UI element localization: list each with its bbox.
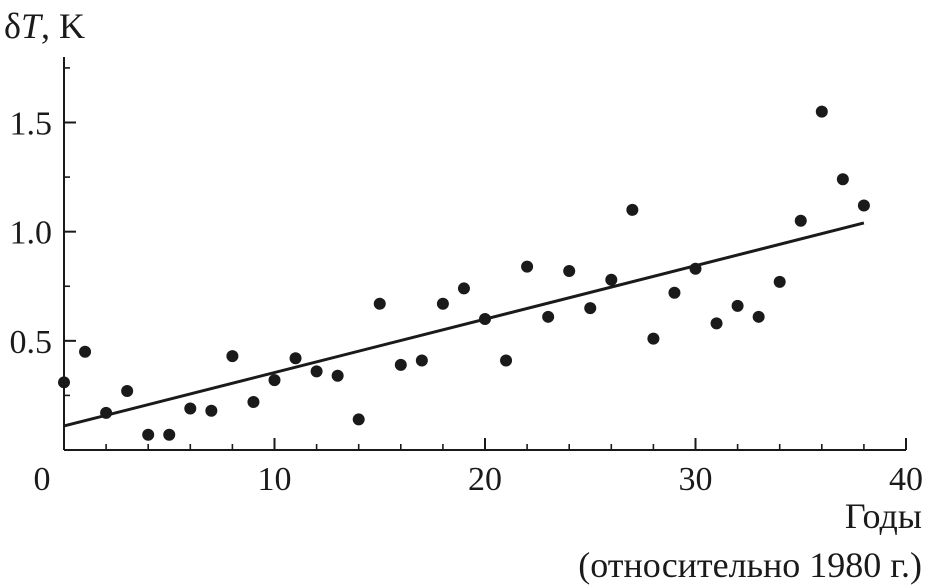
data-point xyxy=(752,310,765,323)
y-tick-label: 1.5 xyxy=(10,106,53,143)
data-points xyxy=(58,105,870,441)
data-point xyxy=(100,406,113,419)
data-point xyxy=(794,214,807,227)
data-point xyxy=(710,317,723,330)
axis-tick-labels: 0 10 20 30 40 0.5 1.0 1.5 xyxy=(10,106,924,499)
data-point xyxy=(289,352,302,365)
trend-line-group xyxy=(63,221,865,428)
x-tick-label: 0 xyxy=(34,461,51,498)
y-axis-title: δT, K xyxy=(4,6,85,46)
data-point xyxy=(563,264,576,277)
y-axis-title-symbol: δ xyxy=(4,6,21,46)
data-point xyxy=(584,302,597,315)
data-point xyxy=(542,310,555,323)
data-point xyxy=(731,299,744,312)
axis-ticks xyxy=(63,67,907,450)
data-point xyxy=(310,365,323,378)
y-axis-title-variable: T xyxy=(21,6,44,46)
data-point xyxy=(773,275,786,288)
axes xyxy=(63,57,906,451)
data-point xyxy=(836,173,849,186)
data-point xyxy=(626,203,639,216)
data-point xyxy=(668,286,681,299)
data-point xyxy=(394,358,407,371)
data-point xyxy=(857,199,870,212)
data-point xyxy=(605,273,618,286)
data-point xyxy=(373,297,386,310)
data-point xyxy=(689,262,702,275)
data-point xyxy=(268,374,281,387)
data-point xyxy=(247,395,260,408)
x-tick-label: 10 xyxy=(258,461,292,498)
data-point xyxy=(142,428,155,441)
data-point xyxy=(331,369,344,382)
y-tick-label: 1.0 xyxy=(10,215,53,252)
x-axis-title: Годы xyxy=(845,496,922,536)
y-axis-title-unit: , K xyxy=(41,6,85,46)
data-point xyxy=(184,402,197,415)
trend-line xyxy=(63,221,865,428)
data-point xyxy=(352,413,365,426)
data-point xyxy=(479,313,491,325)
y-tick-label: 0.5 xyxy=(10,324,53,361)
data-point xyxy=(205,404,218,417)
data-point xyxy=(226,350,239,363)
x-tick-label: 20 xyxy=(468,461,502,498)
data-point xyxy=(436,297,449,310)
data-point xyxy=(121,385,134,398)
data-point xyxy=(457,282,470,295)
data-point xyxy=(163,428,176,441)
data-point xyxy=(500,354,513,367)
data-point xyxy=(415,354,428,367)
data-point xyxy=(815,105,828,118)
x-axis-subtitle: (относительно 1980 г.) xyxy=(578,545,922,585)
data-point xyxy=(521,260,534,273)
x-tick-label: 40 xyxy=(889,461,923,498)
x-tick-label: 30 xyxy=(679,461,713,498)
data-point xyxy=(58,376,70,389)
data-point xyxy=(647,332,660,345)
data-point xyxy=(79,345,92,358)
